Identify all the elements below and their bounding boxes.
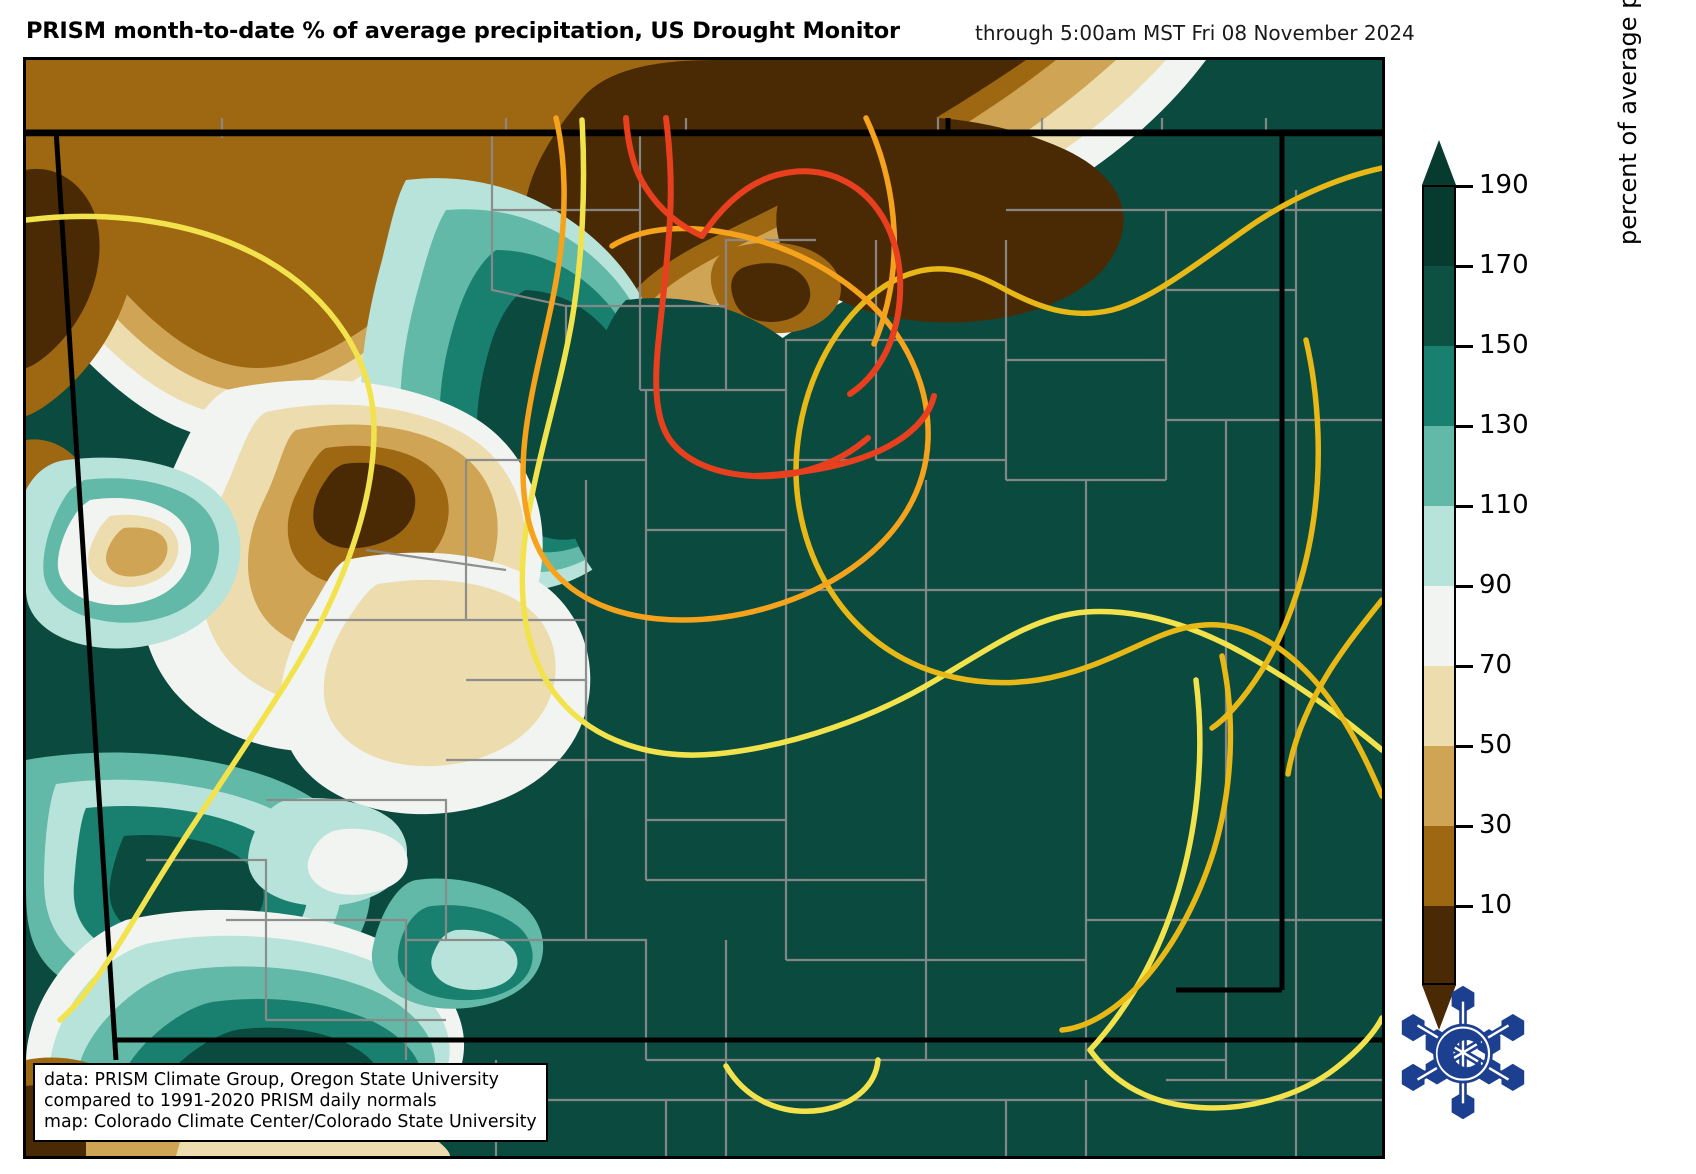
colorbar-segment-170 xyxy=(1422,265,1456,346)
colorbar-tick-130 xyxy=(1456,425,1473,428)
colorbar-segment-110 xyxy=(1422,505,1456,586)
colorbar[interactable]: 190 170 150 130 110 90 70 50 30 10 xyxy=(1419,137,1529,1033)
colorbar-gradient xyxy=(1422,185,1456,986)
colorbar-segment-130 xyxy=(1422,425,1456,506)
colorbar-segment-30 xyxy=(1422,825,1456,906)
precipitation-map[interactable] xyxy=(26,60,1382,1156)
attribution-line-2: compared to 1991-2020 PRISM daily normal… xyxy=(44,1091,437,1112)
colorbar-tick-190 xyxy=(1456,185,1473,188)
colorbar-tick-label-10: 10 xyxy=(1479,890,1513,920)
colorbar-tick-150 xyxy=(1456,345,1473,348)
colorbar-extend-max xyxy=(1422,140,1456,185)
colorbar-segment-150 xyxy=(1422,345,1456,426)
colorbar-tick-90 xyxy=(1456,585,1473,588)
colorbar-segment-190 xyxy=(1422,185,1456,266)
colorbar-tick-70 xyxy=(1456,665,1473,668)
colorbar-tick-label-150: 150 xyxy=(1479,330,1529,360)
colorbar-tick-170 xyxy=(1456,265,1473,268)
colorbar-tick-label-50: 50 xyxy=(1479,730,1513,760)
colorbar-tick-10 xyxy=(1456,905,1473,908)
colorbar-tick-label-170: 170 xyxy=(1479,250,1529,280)
colorbar-tick-30 xyxy=(1456,825,1473,828)
colorbar-segment-90 xyxy=(1422,585,1456,666)
colorbar-tick-110 xyxy=(1456,505,1473,508)
colorbar-tick-label-190: 190 xyxy=(1479,170,1529,200)
colorbar-tick-50 xyxy=(1456,745,1473,748)
map-frame[interactable] xyxy=(23,57,1385,1159)
colorbar-segment-10 xyxy=(1422,905,1456,986)
colorbar-tick-label-130: 130 xyxy=(1479,410,1529,440)
colorbar-extend-min xyxy=(1422,985,1456,1030)
attribution-line-1: data: PRISM Climate Group, Oregon State … xyxy=(44,1070,499,1090)
attribution-box: data: PRISM Climate Group, Oregon State … xyxy=(33,1063,548,1142)
colorbar-segment-50 xyxy=(1422,745,1456,826)
colorbar-tick-label-30: 30 xyxy=(1479,810,1513,840)
valid-time-subtitle: through 5:00am MST Fri 08 November 2024 xyxy=(975,21,1415,45)
colorbar-tick-label-110: 110 xyxy=(1479,490,1529,520)
colorbar-axis-label: percent of average precipitation xyxy=(1614,0,1642,245)
colorbar-segment-70 xyxy=(1422,665,1456,746)
attribution-line-3: map: Colorado Climate Center/Colorado St… xyxy=(44,1112,537,1133)
snowflake-icon xyxy=(1401,985,1525,1120)
page-title: PRISM month-to-date % of average precipi… xyxy=(26,18,900,44)
colorbar-tick-label-90: 90 xyxy=(1479,570,1513,600)
colorbar-tick-label-70: 70 xyxy=(1479,650,1513,680)
colorado-climate-center-logo xyxy=(1401,985,1525,1120)
